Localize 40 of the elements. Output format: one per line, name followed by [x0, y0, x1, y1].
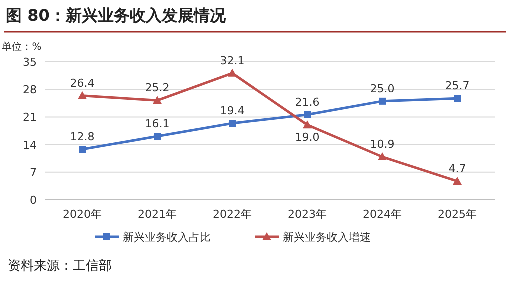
point — [153, 96, 162, 104]
data-label: 26.4 — [70, 76, 95, 90]
y-tick-label: 7 — [30, 166, 37, 180]
y-tick-label: 21 — [23, 111, 37, 124]
y-tick-label: 35 — [23, 56, 37, 69]
data-label: 4.7 — [448, 162, 466, 176]
data-label: 25.7 — [445, 80, 470, 93]
x-tick-label: 2023年 — [288, 208, 327, 221]
data-label: 19.4 — [220, 104, 245, 118]
data-label: 25.2 — [145, 82, 170, 95]
data-label: 12.8 — [70, 130, 95, 144]
point — [303, 120, 312, 129]
data-label: 19.0 — [295, 131, 320, 144]
y-tick-label: 0 — [30, 194, 37, 207]
point — [379, 98, 386, 105]
legend-label: 新兴业务收入增速 — [283, 231, 371, 244]
point — [378, 152, 387, 161]
x-tick-label: 2021年 — [138, 208, 177, 221]
point — [304, 111, 311, 118]
data-label: 32.1 — [220, 54, 245, 68]
data-label: 16.1 — [145, 118, 170, 131]
x-tick-label: 2024年 — [363, 208, 402, 221]
point — [453, 176, 462, 185]
data-label: 25.0 — [370, 82, 395, 96]
point — [154, 133, 161, 140]
y-axis-title: 单位：% — [2, 41, 42, 53]
point — [229, 120, 236, 128]
y-tick-label: 14 — [23, 138, 37, 152]
point — [79, 146, 86, 154]
x-tick-label: 2020年 — [63, 208, 102, 221]
x-tick-label: 2025年 — [438, 208, 477, 221]
text: 资料来源：工信部 — [8, 259, 112, 274]
data-label: 10.9 — [370, 138, 395, 152]
x-tick-label: 2022年 — [213, 208, 252, 221]
point — [78, 91, 87, 100]
y-tick-label: 28 — [23, 84, 37, 97]
data-label: 21.6 — [295, 96, 320, 109]
legend-label: 新兴业务收入占比 — [123, 231, 211, 244]
chart-title: 图 80：新兴业务收入发展情况 — [6, 6, 227, 25]
point — [454, 95, 461, 102]
